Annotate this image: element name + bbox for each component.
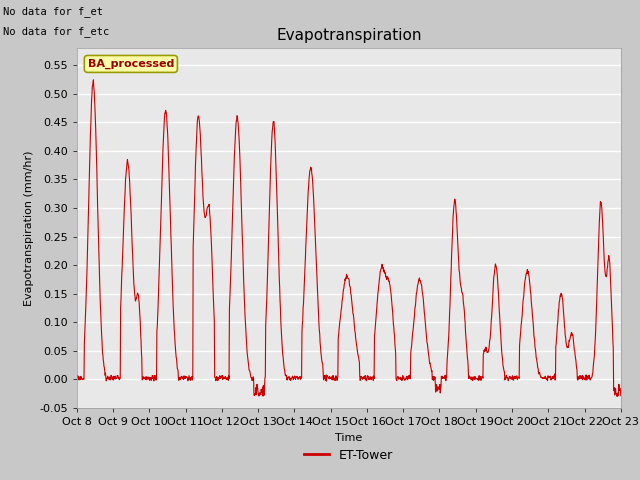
Text: No data for f_et: No data for f_et bbox=[3, 6, 103, 17]
X-axis label: Time: Time bbox=[335, 432, 362, 443]
Y-axis label: Evapotranspiration (mm/hr): Evapotranspiration (mm/hr) bbox=[24, 150, 33, 306]
Title: Evapotranspiration: Evapotranspiration bbox=[276, 28, 422, 43]
Text: BA_processed: BA_processed bbox=[88, 59, 174, 69]
Text: No data for f_etc: No data for f_etc bbox=[3, 25, 109, 36]
Legend: ET-Tower: ET-Tower bbox=[299, 444, 399, 467]
